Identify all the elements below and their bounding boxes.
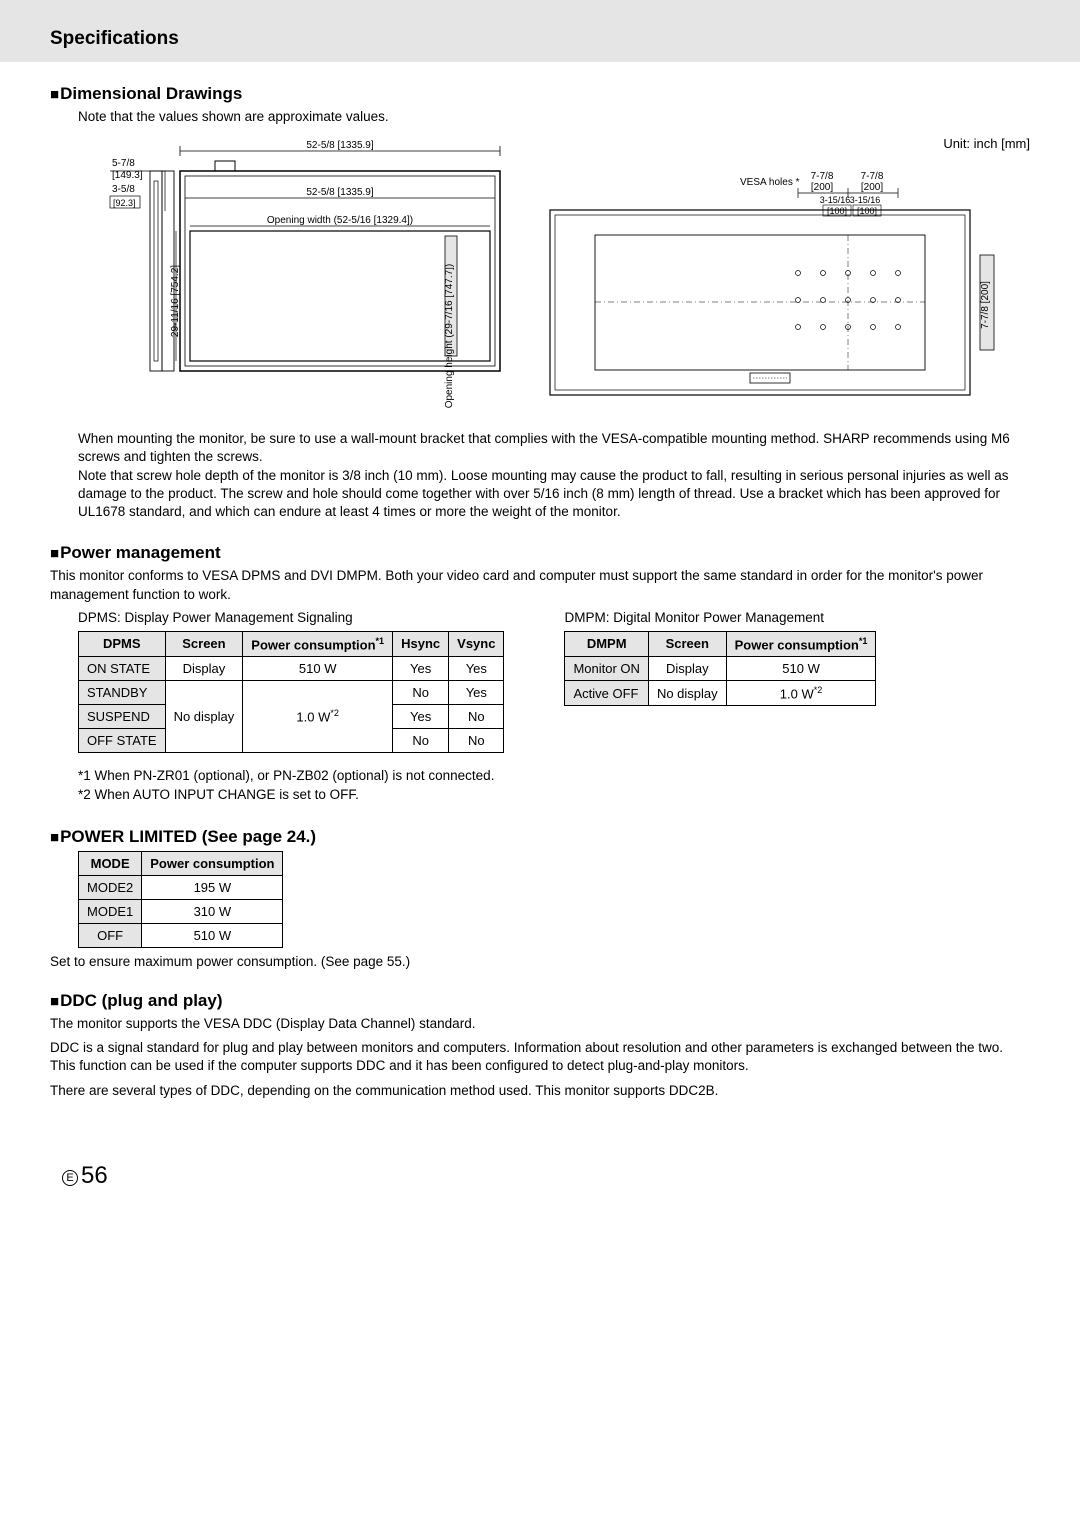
dim-vesa-label: VESA holes *: [740, 177, 800, 188]
dim-left-top1: 5-7/8: [112, 158, 135, 169]
page-number: E56: [62, 1162, 108, 1190]
dim-note: Note that the values shown are approxima…: [50, 108, 1030, 126]
dim-vesa-hx1b: [200]: [811, 182, 833, 193]
dim-left-top1b: [149.3]: [112, 170, 143, 181]
r-standby: STANDBY: [79, 681, 166, 705]
dim-top-outer: 52-5/8 [1335.9]: [306, 140, 373, 151]
th-screen: Screen: [165, 631, 243, 656]
dim-opening-w: Opening width (52-5/16 [1329.4]): [267, 215, 413, 226]
r-suspend: SUSPEND: [79, 705, 166, 729]
r-offstate: OFF STATE: [79, 729, 166, 753]
dim-left-top2: 3-5/8: [112, 184, 135, 195]
th-vsync: Vsync: [449, 631, 504, 656]
rear-drawing: Unit: inch [mm] VESA holes * 7-7/8 [200]…: [540, 136, 1030, 415]
mount-text: When mounting the monitor, be sure to us…: [50, 430, 1030, 521]
section-ddc-title: ■DDC (plug and play): [50, 991, 1030, 1011]
dim-vesa-hx2: 7-7/8: [861, 171, 884, 182]
dpms-caption: DPMS: Display Power Management Signaling: [78, 610, 504, 625]
footnotes: *1 When PN-ZR01 (optional), or PN-ZB02 (…: [78, 767, 1030, 805]
pl-after: Set to ensure maximum power consumption.…: [50, 954, 1030, 969]
th-dpms: DPMS: [79, 631, 166, 656]
page-footer: E56: [50, 1160, 1030, 1190]
unit-label: Unit: inch [mm]: [540, 136, 1030, 151]
page-title: Specifications: [50, 28, 1030, 50]
dim-opening-h: Opening height (29-7/16 [747.7]): [444, 264, 455, 409]
dim-left-top2b: [92.3]: [113, 198, 136, 208]
dim-vesa-s2b: [100]: [857, 206, 877, 216]
dmpm-table: DMPM Screen Power consumption*1 Monitor …: [564, 631, 876, 707]
section-dim-title: ■Dimensional Drawings: [50, 84, 1030, 104]
r-onstate: ON STATE: [79, 657, 166, 681]
dim-top-inner: 52-5/8 [1335.9]: [306, 187, 373, 198]
drawings: 52-5/8 [1335.9] 52-5/8 [1335.9] Opening …: [50, 136, 1030, 416]
dmpm-block: DMPM: Digital Monitor Power Management D…: [564, 610, 876, 707]
dim-left-h: 29-11/16 [754.2]: [170, 265, 181, 337]
pl-table: MODE Power consumption MODE2195 W MODE13…: [78, 851, 283, 948]
dpms-table: DPMS Screen Power consumption*1 Hsync Vs…: [78, 631, 504, 753]
dim-vesa-hx2b: [200]: [861, 182, 883, 193]
power-intro: This monitor conforms to VESA DPMS and D…: [50, 567, 1030, 603]
dim-vesa-hx1: 7-7/8: [811, 171, 834, 182]
dim-right-h: 7-7/8 [200]: [980, 281, 991, 329]
dim-vesa-s2: 3-15/16: [850, 195, 881, 205]
dpms-block: DPMS: Display Power Management Signaling…: [78, 610, 504, 753]
section-power-title: ■Power management: [50, 543, 1030, 563]
th-pc: Power consumption*1: [243, 631, 393, 656]
dim-vesa-s1b: [100]: [827, 206, 847, 216]
dmpm-caption: DMPM: Digital Monitor Power Management: [564, 610, 876, 625]
front-drawing: 52-5/8 [1335.9] 52-5/8 [1335.9] Opening …: [50, 136, 520, 416]
section-pl-title: ■POWER LIMITED (See page 24.): [50, 827, 1030, 847]
th-hsync: Hsync: [393, 631, 449, 656]
dim-vesa-s1: 3-15/16: [820, 195, 851, 205]
header-band: Specifications: [0, 0, 1080, 62]
